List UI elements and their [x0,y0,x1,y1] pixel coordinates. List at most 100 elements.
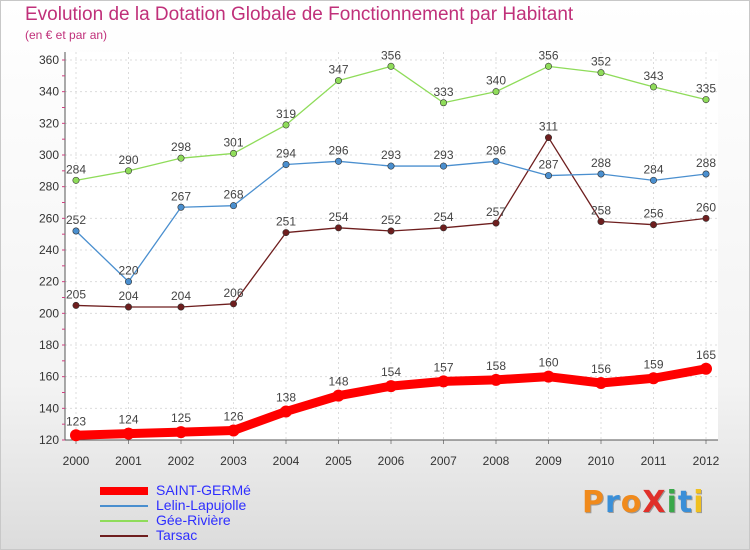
x-tick-label: 2006 [378,454,405,468]
data-label: 287 [538,158,558,172]
data-point [227,424,240,437]
data-point [125,167,133,175]
data-point [230,149,238,157]
y-tick-label: 300 [39,148,59,162]
y-tick-label: 220 [39,275,59,289]
data-point [492,157,500,165]
legend-swatch [100,487,148,495]
chart-subtitle: (en € et par an) [25,28,108,42]
data-label: 160 [538,356,558,370]
data-point [544,172,552,180]
data-point [702,96,710,104]
x-tick-label: 2002 [168,454,195,468]
y-tick-label: 180 [39,338,59,352]
data-label: 251 [276,215,296,229]
y-tick-label: 360 [39,53,59,67]
data-point [125,303,133,311]
y-tick-label: 260 [39,211,59,225]
data-label: 148 [328,375,348,389]
legend-label: Lelin-Lapujolle [156,497,247,513]
data-point [595,377,607,389]
x-tick-label: 2001 [115,454,142,468]
data-label: 254 [328,210,348,224]
x-tick-label: 2009 [535,454,562,468]
data-point [282,121,290,129]
y-tick-label: 140 [39,401,59,415]
data-label: 159 [643,357,663,371]
data-point [387,227,395,235]
data-point [439,99,447,107]
data-label: 319 [276,107,296,121]
data-label: 288 [696,156,716,170]
data-point [175,426,187,439]
data-label: 296 [486,143,506,157]
data-point [439,224,447,232]
x-tick-label: 2004 [273,454,300,468]
plot-area [65,52,718,440]
data-point [177,154,185,162]
data-label: 311 [539,120,558,134]
data-point [597,69,605,77]
data-point [702,170,710,178]
y-tick-label: 320 [39,116,59,130]
data-label: 256 [643,207,663,221]
data-point [490,373,502,386]
data-label: 156 [591,362,611,376]
y-tick-label: 240 [39,243,59,257]
data-point [230,300,238,308]
legend-swatch [100,520,148,522]
data-point [122,427,135,440]
data-label: 290 [118,153,138,167]
data-label: 254 [433,210,453,224]
data-point [647,372,660,385]
y-tick-label: 200 [39,306,59,320]
data-point [280,405,292,418]
data-point [70,429,82,442]
data-label: 125 [171,411,191,425]
data-label: 288 [591,156,611,170]
x-tick-label: 2000 [63,454,90,468]
y-tick-label: 280 [39,180,59,194]
data-label: 267 [171,189,191,203]
data-label: 252 [381,213,401,227]
data-label: 157 [433,360,453,374]
data-label: 205 [66,287,86,301]
data-label: 294 [276,147,296,161]
data-point [334,77,342,85]
data-label: 204 [171,289,191,303]
data-label: 124 [118,413,138,427]
chart-title: Evolution de la Dotation Globale de Fonc… [25,4,574,25]
data-label: 347 [328,63,348,77]
data-label: 301 [223,135,243,149]
data-label: 268 [223,188,243,202]
data-label: 126 [223,410,243,424]
data-point [649,176,657,184]
data-point [230,202,238,210]
data-point [177,303,185,311]
data-point [439,162,447,170]
data-point [649,221,657,229]
data-label: 293 [433,148,453,162]
data-point [385,380,397,393]
x-tick-label: 2005 [325,454,352,468]
data-point [334,157,342,165]
data-point [544,62,552,70]
data-label: 220 [118,264,138,278]
data-point [72,301,80,309]
data-label: 352 [591,55,611,69]
data-point [700,362,712,375]
data-label: 258 [591,204,611,218]
data-label: 335 [696,82,716,96]
legend-swatch [100,505,148,507]
legend-swatch [100,535,148,537]
data-point [334,224,342,232]
x-tick-label: 2007 [430,454,457,468]
data-point [597,170,605,178]
data-point [125,278,133,286]
legend-label: Tarsac [156,527,198,543]
data-label: 356 [381,48,401,62]
data-label: 356 [538,48,558,62]
x-tick-label: 2003 [220,454,247,468]
logo-letter: r [605,485,621,520]
data-label: 206 [223,286,243,300]
